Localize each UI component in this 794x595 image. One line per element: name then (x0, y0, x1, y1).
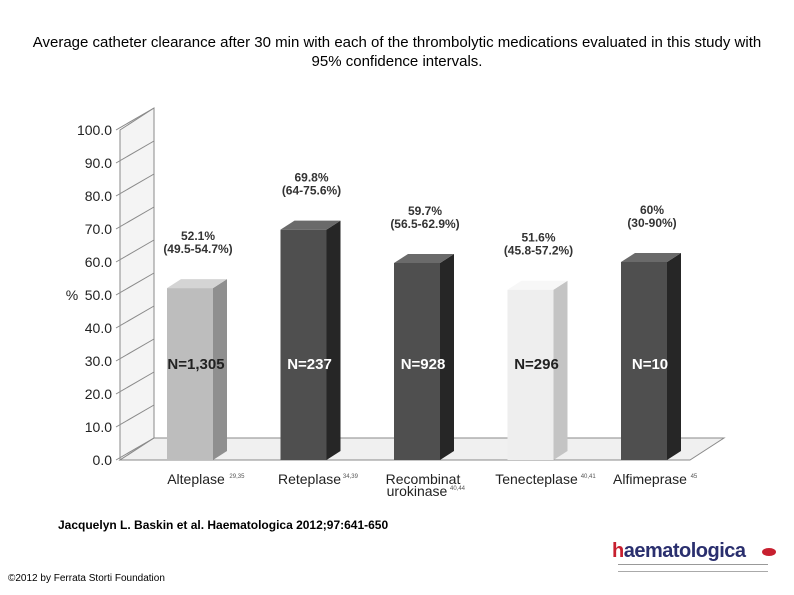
bar-ci-label: (64-75.6%) (282, 184, 341, 198)
bar-value-label: 51.6% (521, 231, 555, 245)
bar-n-label: N=237 (287, 356, 332, 373)
bar-ci-label: (56.5-62.9%) (390, 217, 459, 231)
logo-subtitle-lines (618, 564, 768, 575)
category-superscript: 45 (691, 474, 698, 480)
category-superscript: 34,39 (343, 474, 359, 480)
bar-top (167, 279, 227, 289)
bar-value-label: 59.7% (408, 204, 442, 218)
bar (621, 262, 667, 460)
y-tick-label: 20.0 (85, 386, 112, 402)
category-label: Tenecteplase (495, 471, 578, 487)
y-tick-line (115, 305, 155, 329)
category-label-line2: urokinase (387, 483, 448, 499)
category-label: Alteplase (167, 471, 225, 487)
bar-n-label: N=928 (401, 356, 446, 373)
y-tick-line (115, 140, 155, 164)
bar-top (507, 280, 568, 290)
bar-ci-label: (30-90%) (627, 216, 676, 230)
y-tick-label: 100.0 (77, 122, 112, 138)
bar-ci-label: (45.8-57.2%) (504, 244, 573, 258)
bar-ci-label: (49.5-54.7%) (163, 242, 232, 256)
y-tick-label: 30.0 (85, 353, 112, 369)
bar-side (667, 253, 681, 460)
bar-top (280, 220, 341, 230)
y-tick-label: 0.0 (93, 452, 113, 468)
y-tick-label: 10.0 (85, 419, 112, 435)
y-tick-label: 70.0 (85, 221, 112, 237)
bar-side (326, 220, 341, 460)
category-label: Reteplase (278, 471, 341, 487)
bar-side (440, 253, 454, 460)
category-superscript: 40,44 (450, 486, 466, 492)
chart-title: Average catheter clearance after 30 min … (32, 34, 762, 70)
y-tick-line (115, 107, 155, 131)
bar-side (553, 280, 568, 460)
y-tick-label: 90.0 (85, 155, 112, 171)
y-tick-line (115, 206, 155, 230)
haematologica-logo: haematologica (604, 540, 780, 580)
y-tick-label: 40.0 (85, 320, 112, 336)
y-tick-line (115, 239, 155, 263)
y-tick-line (115, 272, 155, 296)
y-tick-label: 80.0 (85, 188, 112, 204)
category-superscript: 29,35 (229, 474, 245, 480)
y-tick-label: 60.0 (85, 254, 112, 270)
y-tick-label: 50.0 (85, 287, 112, 303)
bar (507, 289, 554, 460)
bar-top (621, 253, 681, 262)
logo-mark-icon (762, 548, 776, 556)
bar (280, 229, 327, 460)
bar-side (213, 279, 227, 460)
y-tick-line (115, 437, 155, 461)
bar-value-label: 69.8% (294, 171, 328, 185)
bar-n-label: N=10 (632, 356, 668, 373)
logo-wordmark: haematologica (612, 540, 746, 562)
bar (167, 288, 213, 460)
bar-n-label: N=1,305 (167, 356, 224, 373)
citation: Jacquelyn L. Baskin et al. Haematologica… (58, 518, 389, 532)
y-tick-line (115, 371, 155, 395)
bar (394, 262, 440, 460)
y-tick-line (115, 338, 155, 362)
bar-value-label: 52.1% (181, 229, 215, 243)
copyright: ©2012 by Ferrata Storti Foundation (8, 573, 165, 584)
category-label: Alfimeprase (613, 471, 687, 487)
bar-top (394, 253, 454, 263)
bar-value-label: 60% (640, 203, 664, 217)
category-label: Recombinat (386, 471, 461, 487)
y-tick-line (115, 404, 155, 428)
y-axis-label: % (66, 287, 78, 303)
bar-n-label: N=296 (514, 356, 559, 373)
y-tick-line (115, 173, 155, 197)
side-wall (119, 107, 155, 461)
category-superscript: 40,41 (581, 474, 597, 480)
